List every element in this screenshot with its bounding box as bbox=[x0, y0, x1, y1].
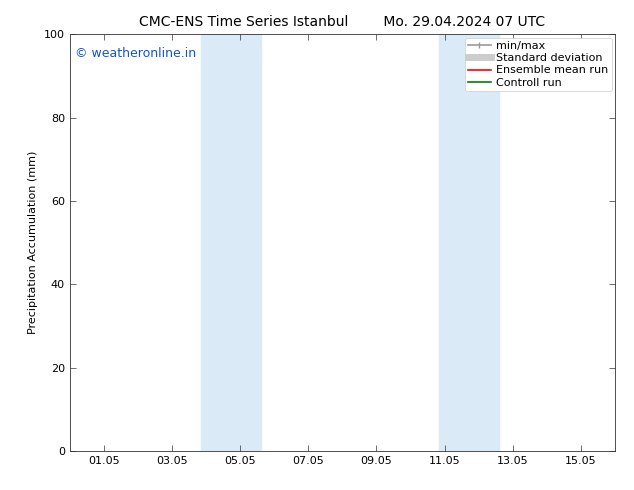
Bar bbox=[439, 34, 499, 451]
Legend: min/max, Standard deviation, Ensemble mean run, Controll run: min/max, Standard deviation, Ensemble me… bbox=[465, 38, 612, 91]
Title: CMC-ENS Time Series Istanbul        Mo. 29.04.2024 07 UTC: CMC-ENS Time Series Istanbul Mo. 29.04.2… bbox=[139, 15, 545, 29]
Text: © weatheronline.in: © weatheronline.in bbox=[75, 47, 197, 60]
Bar bbox=[201, 34, 261, 451]
Y-axis label: Precipitation Accumulation (mm): Precipitation Accumulation (mm) bbox=[29, 151, 38, 334]
